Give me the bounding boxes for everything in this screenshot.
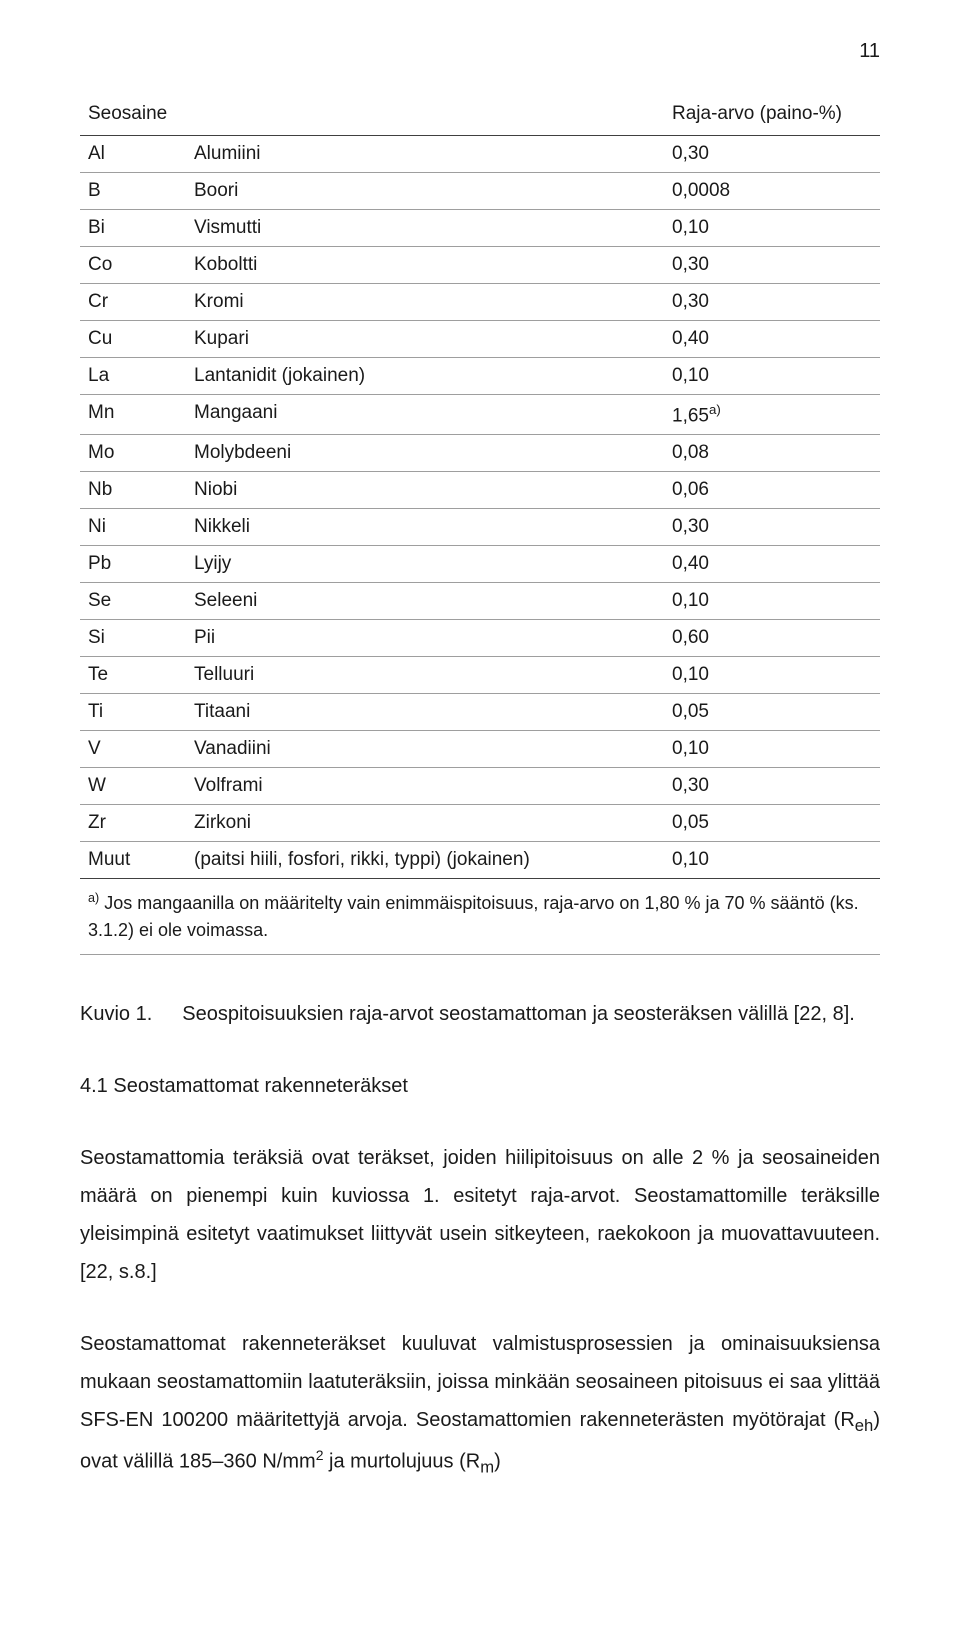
element-name: Lyijy bbox=[186, 546, 664, 583]
footnote-marker: a) bbox=[88, 891, 99, 905]
table-row: AlAlumiini0,30 bbox=[80, 136, 880, 173]
limit-value: 0,05 bbox=[664, 694, 880, 731]
limit-value: 0,10 bbox=[664, 358, 880, 395]
element-name: Nikkeli bbox=[186, 509, 664, 546]
element-name: Volframi bbox=[186, 768, 664, 805]
p2-sub2: m bbox=[480, 1458, 494, 1477]
limit-value: 0,10 bbox=[664, 657, 880, 694]
limit-value: 0,30 bbox=[664, 247, 880, 284]
table-header-seosaine: Seosaine bbox=[80, 93, 664, 136]
element-symbol: Si bbox=[80, 620, 186, 657]
element-name: Alumiini bbox=[186, 136, 664, 173]
element-symbol: Bi bbox=[80, 210, 186, 247]
footnote-text: Jos mangaanilla on määritelty vain enimm… bbox=[88, 893, 859, 940]
limit-value: 0,10 bbox=[664, 210, 880, 247]
element-symbol: Co bbox=[80, 247, 186, 284]
element-symbol: Al bbox=[80, 136, 186, 173]
figure-caption-text: Seospitoisuuksien raja-arvot seostamatto… bbox=[182, 995, 855, 1033]
limit-value: 0,40 bbox=[664, 321, 880, 358]
element-symbol: Se bbox=[80, 583, 186, 620]
limit-value: 0,10 bbox=[664, 583, 880, 620]
table-row: CrKromi0,30 bbox=[80, 284, 880, 321]
p2-seg-d: ) bbox=[494, 1451, 501, 1473]
element-name: Zirkoni bbox=[186, 805, 664, 842]
paragraph-2: Seostamattomat rakenneteräkset kuuluvat … bbox=[80, 1325, 880, 1483]
table-row: Muut(paitsi hiili, fosfori, rikki, typpi… bbox=[80, 842, 880, 879]
section-heading: 4.1 Seostamattomat rakenneteräkset bbox=[80, 1067, 880, 1105]
table-row: BiVismutti0,10 bbox=[80, 210, 880, 247]
limit-value: 0,08 bbox=[664, 435, 880, 472]
table-footnote: a) Jos mangaanilla on määritelty vain en… bbox=[80, 879, 880, 955]
table-row: TiTitaani0,05 bbox=[80, 694, 880, 731]
table-row: SiPii0,60 bbox=[80, 620, 880, 657]
element-symbol: Mo bbox=[80, 435, 186, 472]
element-symbol: B bbox=[80, 173, 186, 210]
element-symbol: Te bbox=[80, 657, 186, 694]
figure-caption: Kuvio 1. Seospitoisuuksien raja-arvot se… bbox=[80, 995, 880, 1033]
element-symbol: Ti bbox=[80, 694, 186, 731]
limit-value: 0,30 bbox=[664, 136, 880, 173]
table-row: TeTelluuri0,10 bbox=[80, 657, 880, 694]
limit-value: 0,40 bbox=[664, 546, 880, 583]
element-name: Mangaani bbox=[186, 395, 664, 435]
element-symbol: Zr bbox=[80, 805, 186, 842]
table-row: LaLantanidit (jokainen)0,10 bbox=[80, 358, 880, 395]
element-symbol: V bbox=[80, 731, 186, 768]
value-sup: a) bbox=[709, 402, 721, 417]
element-name: Koboltti bbox=[186, 247, 664, 284]
table-row: NbNiobi0,06 bbox=[80, 472, 880, 509]
element-symbol: Ni bbox=[80, 509, 186, 546]
page-number: 11 bbox=[80, 40, 880, 63]
limit-value: 0,05 bbox=[664, 805, 880, 842]
element-name: Niobi bbox=[186, 472, 664, 509]
table-row: MnMangaani1,65a) bbox=[80, 395, 880, 435]
element-name: Kupari bbox=[186, 321, 664, 358]
limit-value: 0,30 bbox=[664, 284, 880, 321]
element-name: (paitsi hiili, fosfori, rikki, typpi) (j… bbox=[186, 842, 664, 879]
element-name: Molybdeeni bbox=[186, 435, 664, 472]
paragraph-1: Seostamattomia teräksiä ovat teräkset, j… bbox=[80, 1139, 880, 1291]
limit-value: 0,30 bbox=[664, 509, 880, 546]
limit-value: 0,10 bbox=[664, 731, 880, 768]
table-row: NiNikkeli0,30 bbox=[80, 509, 880, 546]
element-symbol: Muut bbox=[80, 842, 186, 879]
limit-value: 0,10 bbox=[664, 842, 880, 879]
element-name: Lantanidit (jokainen) bbox=[186, 358, 664, 395]
table-header-raja-arvo: Raja-arvo (paino-%) bbox=[664, 93, 880, 136]
element-symbol: Nb bbox=[80, 472, 186, 509]
table-row: MoMolybdeeni0,08 bbox=[80, 435, 880, 472]
element-name: Kromi bbox=[186, 284, 664, 321]
table-row: CoKoboltti0,30 bbox=[80, 247, 880, 284]
table-row: BBoori0,0008 bbox=[80, 173, 880, 210]
element-name: Telluuri bbox=[186, 657, 664, 694]
limit-value: 0,0008 bbox=[664, 173, 880, 210]
p2-seg-a: Seostamattomat rakenneteräkset kuuluvat … bbox=[80, 1333, 880, 1431]
element-name: Vanadiini bbox=[186, 731, 664, 768]
limit-value: 0,06 bbox=[664, 472, 880, 509]
element-name: Boori bbox=[186, 173, 664, 210]
limit-value: 0,30 bbox=[664, 768, 880, 805]
table-row: CuKupari0,40 bbox=[80, 321, 880, 358]
element-symbol: Cu bbox=[80, 321, 186, 358]
p2-seg-c: ja murtolujuus (R bbox=[323, 1451, 480, 1473]
element-name: Pii bbox=[186, 620, 664, 657]
element-symbol: W bbox=[80, 768, 186, 805]
limit-value: 0,60 bbox=[664, 620, 880, 657]
table-row: VVanadiini0,10 bbox=[80, 731, 880, 768]
limit-value: 1,65a) bbox=[664, 395, 880, 435]
table-row: SeSeleeni0,10 bbox=[80, 583, 880, 620]
p2-sub1: eh bbox=[855, 1416, 874, 1435]
table-row: WVolframi0,30 bbox=[80, 768, 880, 805]
element-symbol: Mn bbox=[80, 395, 186, 435]
table-row: PbLyijy0,40 bbox=[80, 546, 880, 583]
element-name: Seleeni bbox=[186, 583, 664, 620]
table-row: ZrZirkoni0,05 bbox=[80, 805, 880, 842]
element-name: Titaani bbox=[186, 694, 664, 731]
element-symbol: Pb bbox=[80, 546, 186, 583]
figure-caption-label: Kuvio 1. bbox=[80, 995, 152, 1033]
element-symbol: Cr bbox=[80, 284, 186, 321]
element-name: Vismutti bbox=[186, 210, 664, 247]
alloy-limits-table: Seosaine Raja-arvo (paino-%) AlAlumiini0… bbox=[80, 93, 880, 955]
element-symbol: La bbox=[80, 358, 186, 395]
